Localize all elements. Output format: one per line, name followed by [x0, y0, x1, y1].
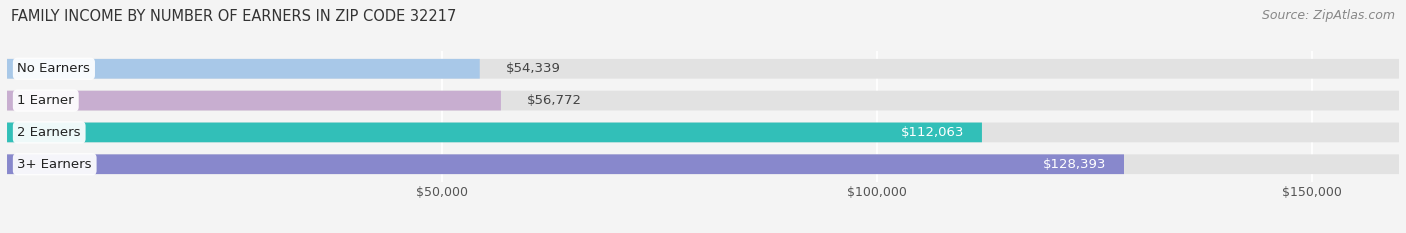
Text: $56,772: $56,772 — [527, 94, 582, 107]
Text: Source: ZipAtlas.com: Source: ZipAtlas.com — [1261, 9, 1395, 22]
FancyBboxPatch shape — [7, 123, 1399, 142]
FancyBboxPatch shape — [7, 154, 1123, 174]
Text: No Earners: No Earners — [17, 62, 90, 75]
Text: $128,393: $128,393 — [1043, 158, 1107, 171]
FancyBboxPatch shape — [7, 59, 479, 79]
FancyBboxPatch shape — [7, 91, 501, 110]
Text: $112,063: $112,063 — [901, 126, 965, 139]
Text: 2 Earners: 2 Earners — [17, 126, 82, 139]
FancyBboxPatch shape — [7, 59, 1399, 79]
Text: 1 Earner: 1 Earner — [17, 94, 75, 107]
Text: $54,339: $54,339 — [506, 62, 561, 75]
FancyBboxPatch shape — [7, 91, 1399, 110]
Text: 3+ Earners: 3+ Earners — [17, 158, 91, 171]
FancyBboxPatch shape — [7, 123, 981, 142]
Text: FAMILY INCOME BY NUMBER OF EARNERS IN ZIP CODE 32217: FAMILY INCOME BY NUMBER OF EARNERS IN ZI… — [11, 9, 457, 24]
FancyBboxPatch shape — [7, 154, 1399, 174]
